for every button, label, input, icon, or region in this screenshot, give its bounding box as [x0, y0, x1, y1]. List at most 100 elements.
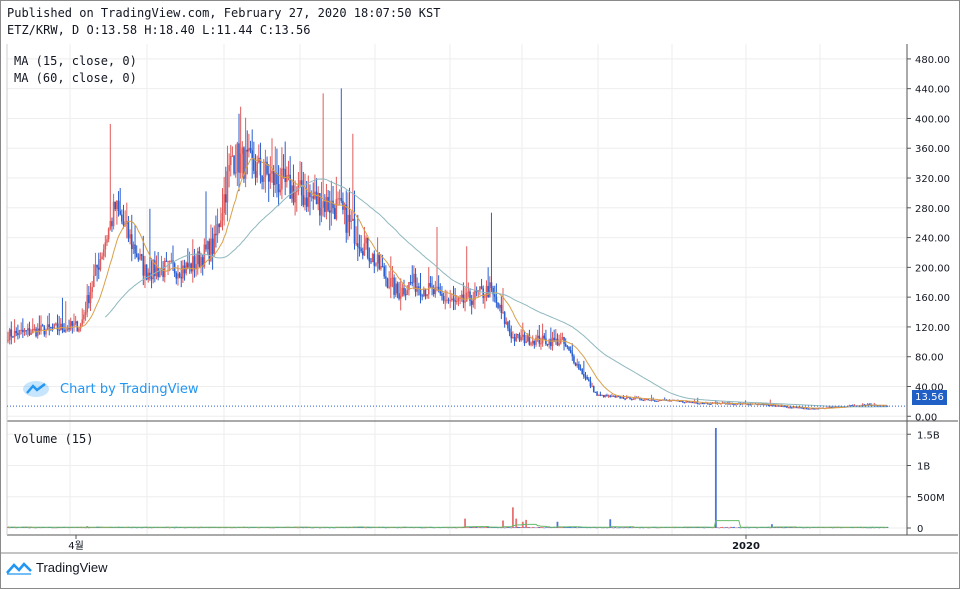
volume-bar: [540, 527, 542, 528]
price-tick-label: 240.00: [915, 234, 950, 245]
candle-body: [490, 282, 493, 288]
volume-bar: [520, 527, 523, 528]
candle-body: [78, 328, 80, 332]
candle-body: [150, 277, 153, 280]
candle-body: [302, 195, 305, 205]
volume-bar: [7, 526, 9, 528]
volume-bar: [229, 527, 232, 529]
candle-body: [347, 214, 349, 233]
candle-body: [596, 392, 598, 396]
volume-bar: [556, 521, 559, 528]
volume-bar: [515, 518, 518, 528]
candle-body: [396, 283, 399, 294]
volume-bar: [512, 507, 514, 528]
candle-body: [767, 404, 770, 406]
candle-body: [79, 324, 82, 329]
chart-watermark[interactable]: Chart by TradingView: [22, 380, 198, 398]
time-tick-label: 2020: [732, 541, 760, 552]
volume-bar: [470, 526, 473, 528]
candle-body: [86, 295, 88, 313]
candle-body: [861, 404, 864, 406]
candle-body: [782, 406, 785, 408]
volume-bar: [545, 527, 547, 528]
candle-body: [658, 399, 661, 401]
candle-body: [484, 296, 486, 298]
candle-body: [578, 363, 580, 370]
axes: [0, 44, 958, 554]
candle-body: [467, 291, 470, 293]
candle-body: [35, 328, 37, 337]
candle-body: [576, 363, 579, 366]
price-tick-label: 80.00: [915, 353, 944, 364]
candle-body: [437, 286, 440, 291]
candle-body: [804, 408, 806, 410]
candle-body: [441, 293, 443, 296]
volume-bar: [135, 527, 138, 529]
candle-body: [609, 395, 612, 397]
candle-body: [272, 170, 275, 186]
candle-body: [795, 407, 798, 409]
volume-bar: [234, 527, 237, 529]
volume-bar: [371, 527, 374, 528]
candle-body: [269, 173, 272, 182]
candle-body: [533, 340, 536, 345]
candle-body: [734, 404, 737, 406]
candle-body: [365, 237, 367, 244]
volume-bar: [606, 527, 608, 529]
candle-body: [40, 325, 42, 331]
tradingview-logo-icon: [6, 561, 32, 575]
candle-body: [652, 399, 654, 401]
volume-tick-label: 1B: [917, 462, 930, 473]
volume-bar: [130, 527, 133, 529]
volume-bar: [574, 526, 577, 528]
candle-body: [107, 228, 110, 240]
candle-body: [261, 175, 263, 182]
candle-body: [228, 165, 230, 172]
candle-body: [688, 401, 691, 403]
candle-body: [149, 272, 151, 278]
price-tick-label: 320.00: [915, 174, 950, 185]
candle-body: [786, 406, 788, 408]
candle-body: [178, 273, 181, 277]
candle-body: [223, 194, 225, 214]
candle-body: [307, 192, 310, 207]
candle-body: [487, 285, 489, 298]
volume-bar: [535, 527, 537, 529]
volume-bar: [733, 526, 735, 528]
candle-body: [71, 321, 74, 326]
volume-bar: [421, 527, 424, 529]
candle-body: [650, 399, 653, 401]
candle-body: [109, 221, 112, 229]
legend-ma60: MA (60, close, 0): [14, 71, 137, 85]
volume-bar: [832, 527, 834, 529]
candle-body: [244, 149, 247, 179]
volume-bar: [723, 527, 725, 529]
candle-body: [300, 180, 303, 196]
candle-body: [703, 403, 706, 405]
candle-body: [583, 373, 585, 377]
candle-body: [188, 263, 191, 268]
candle-body: [779, 405, 781, 407]
volume-bar: [533, 527, 536, 528]
candle-body: [357, 243, 359, 247]
volume-bar: [797, 527, 800, 529]
candle-body: [772, 405, 775, 407]
footer-brand[interactable]: TradingView: [6, 560, 108, 575]
candle-body: [508, 328, 511, 333]
candle-body: [282, 168, 285, 170]
candle-body: [196, 251, 199, 265]
volume-bar: [548, 527, 551, 528]
candle-body: [292, 185, 295, 203]
volume-bar: [68, 527, 70, 529]
volume-bar: [479, 527, 481, 528]
candle-body: [409, 282, 412, 284]
candle-body: [206, 241, 209, 250]
candle-body: [338, 198, 341, 200]
candle-body: [769, 405, 772, 407]
volume-bar: [272, 527, 275, 529]
candle-body: [287, 174, 290, 176]
candle-body: [314, 191, 316, 199]
candle-body: [299, 180, 301, 186]
volume-bar: [714, 428, 717, 528]
